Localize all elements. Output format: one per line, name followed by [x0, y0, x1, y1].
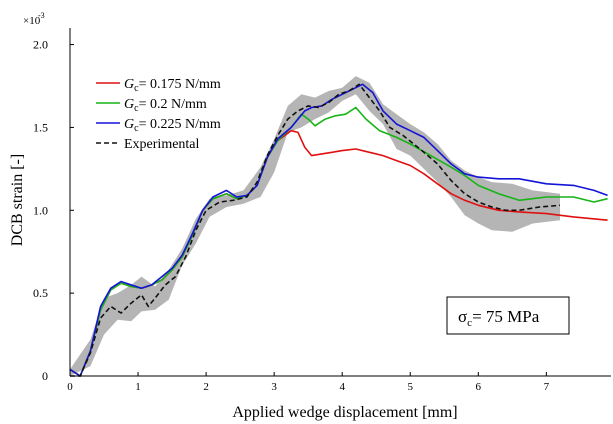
x-tick-label: 7: [544, 381, 550, 393]
legend-label-0: Gc= 0.175 N/mm: [124, 77, 221, 94]
x-tick-label: 6: [476, 381, 482, 393]
y-scale-label: ×10: [23, 15, 41, 27]
series-line-0: [69, 129, 608, 377]
y-tick-label: 1.5: [33, 120, 48, 134]
y-axis-label: DCB strain [-]: [9, 154, 26, 246]
legend-label-1: Gc= 0.2 N/mm: [124, 97, 207, 114]
x-tick-label: 5: [408, 381, 414, 393]
annotation-box: σc= 75 MPa: [446, 296, 570, 335]
x-axis-label: Applied wedge displacement [mm]: [232, 404, 457, 421]
y-tick-label: 0: [42, 369, 48, 383]
x-tick-label: 3: [271, 381, 277, 393]
x-tick-label: 1: [135, 381, 141, 393]
series-lines: [69, 83, 608, 377]
y-scale-exponent: -3: [38, 11, 45, 20]
tick-labels: 0 1 2 3 4 5 6 7 0 0.5 1.0 1.5 2.0: [33, 38, 550, 393]
x-tick-label: 2: [203, 381, 209, 393]
annotation-text: σc= 75 MPa: [458, 307, 540, 329]
axes: [69, 28, 611, 377]
legend-label-2: Gc= 0.225 N/mm: [124, 117, 221, 134]
x-tick-label: 4: [339, 381, 345, 393]
legend: Gc= 0.175 N/mm Gc= 0.2 N/mm Gc= 0.225 N/mm…: [96, 77, 221, 152]
y-tick-label: 1.0: [33, 203, 48, 217]
series-line-2: [69, 83, 608, 377]
y-tick-label: 0.5: [33, 286, 48, 300]
y-tick-label: 2.0: [33, 38, 48, 52]
x-tick-label: 0: [67, 381, 73, 393]
legend-label-3: Experimental: [124, 137, 200, 152]
series-line-3: [70, 83, 561, 377]
